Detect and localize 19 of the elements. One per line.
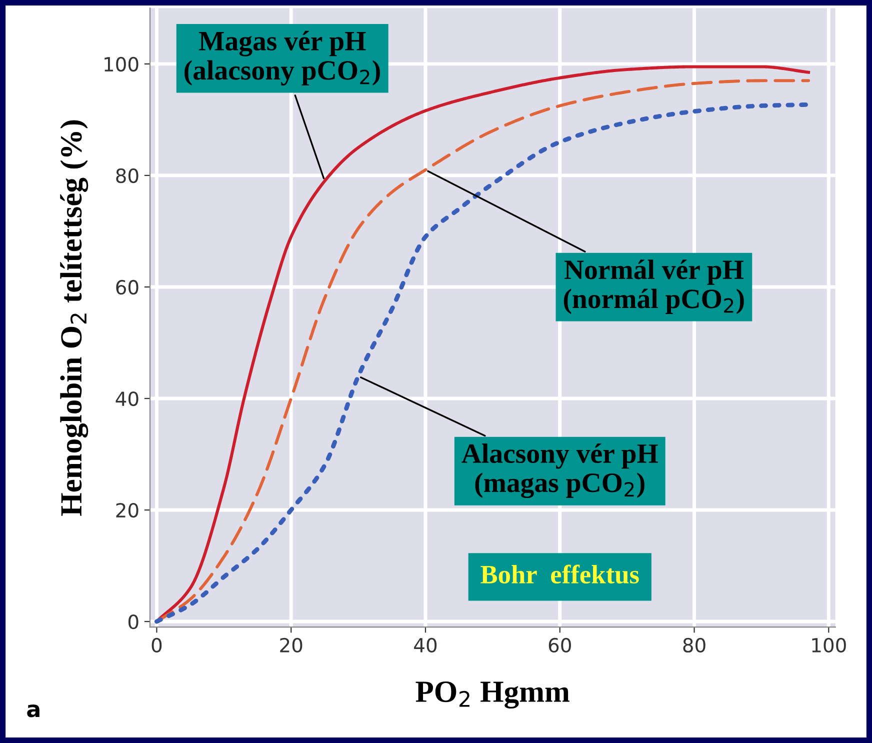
y-tick-label: 20 (116, 502, 138, 518)
x-tick-label: 80 (683, 638, 706, 653)
x-axis-title: PO$_{2}$ Hgmm (416, 682, 570, 709)
annotation: Magas vér pH (alacsony pCO$_{2}$) (184, 30, 380, 86)
x-tick-label: 20 (280, 638, 302, 653)
y-tick-label: 100 (104, 56, 138, 72)
text: a (27, 704, 40, 718)
x-tick-label: 40 (414, 638, 437, 653)
annotation: Alacsony vér pH (magas pCO$_{2}$) (462, 443, 658, 498)
annotation: Normál vér pH (normál pCO$_{2}$) (564, 260, 744, 314)
annotation: Bohr effektus (480, 564, 639, 584)
x-tick-label: 0 (152, 638, 162, 653)
x-tick-label: 100 (812, 638, 846, 653)
y-tick-label: 60 (116, 280, 138, 295)
y-tick-label: 0 (128, 614, 138, 630)
y-tick-label: 80 (116, 168, 138, 184)
y-tick-label: 40 (116, 391, 138, 406)
x-tick-label: 60 (548, 638, 571, 653)
y-axis-title: Hemoglobin O$_{2}$ telítettség (%) (60, 120, 88, 516)
